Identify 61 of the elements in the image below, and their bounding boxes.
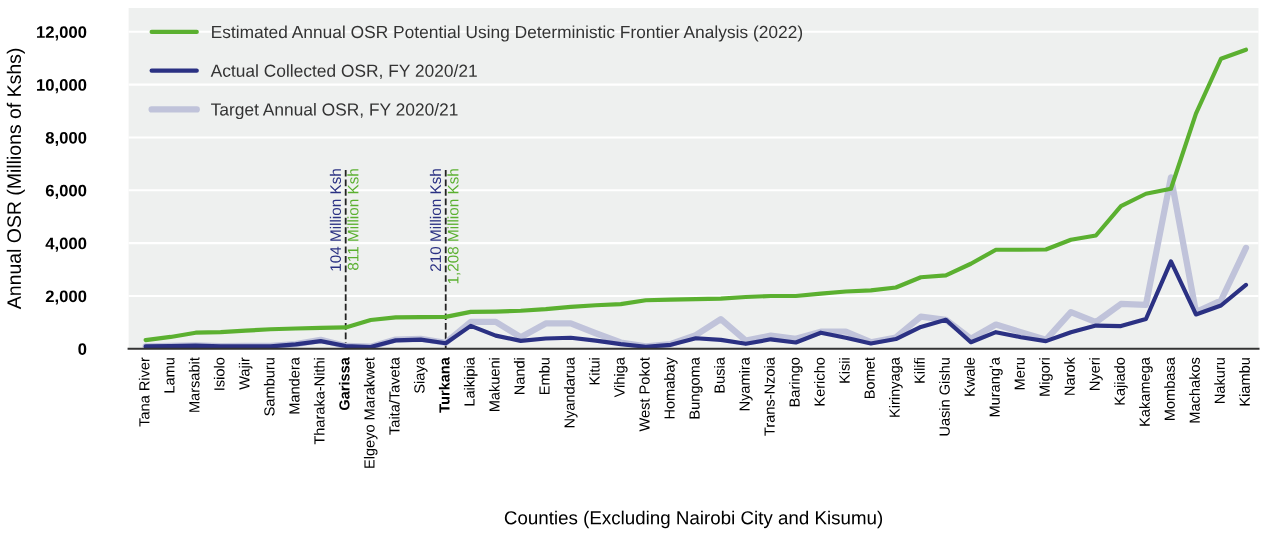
x-tick-label: Turkana <box>438 357 450 413</box>
y-tick-label: 4,000 <box>45 237 87 252</box>
x-tick-label: Embu <box>538 358 550 395</box>
x-tick-label: Kitui <box>588 358 600 385</box>
legend-label: Estimated Annual OSR Potential Using Deterministic Frontier Analysis (2022) <box>212 25 803 42</box>
annotation: 210 Million Ksh <box>429 169 442 272</box>
x-tick-label: Taita/Taveta <box>388 357 400 435</box>
x-tick-label: Tana River <box>138 357 150 427</box>
x-tick-label: Kericho <box>814 357 825 406</box>
x-tick-label: Kajiado <box>1114 357 1128 405</box>
x-axis-title: Counties (Excluding Nairobi City and Kisumu) <box>504 510 883 529</box>
x-tick-label: Kisii <box>839 358 850 383</box>
y-tick-label: 8,000 <box>45 131 87 147</box>
x-tick-label: Nakuru <box>1214 358 1225 403</box>
x-tick-label: Samburu <box>263 358 275 416</box>
x-tick-label: Bomet <box>864 357 875 399</box>
x-tick-label: Mandera <box>288 357 300 414</box>
y-tick-label: 0 <box>78 343 87 356</box>
x-tick-label: Kilifi <box>914 358 925 383</box>
x-tick-label: Wajir <box>238 357 253 390</box>
x-tick-label: Makueni <box>488 358 500 412</box>
x-tick-label: Bungoma <box>689 357 703 419</box>
x-tick-label: Nyandarua <box>563 357 578 428</box>
x-tick-label: Nyamira <box>739 357 753 411</box>
x-tick-label: Baringo <box>789 357 803 407</box>
x-tick-label: Trans-Nzoia <box>764 357 775 436</box>
x-tick-label: Homabay <box>664 357 678 419</box>
annotation: 104 Million Ksh <box>329 169 342 271</box>
x-tick-label: Uasin Gishu <box>939 358 950 436</box>
x-tick-label: Marsabit <box>188 357 200 412</box>
x-tick-label: Kakamega <box>1139 357 1153 426</box>
x-tick-label: Murang'a <box>989 357 1003 417</box>
x-tick-label: Laikipia <box>463 357 478 406</box>
x-tick-label: Siaya <box>413 357 428 393</box>
legend-label: Target Annual OSR, FY 2020/21 <box>211 102 458 120</box>
x-tick-label: West Pokot <box>638 357 650 432</box>
x-tick-label: Migori <box>1039 358 1053 396</box>
y-tick-label: 10,000 <box>37 79 87 94</box>
x-tick-label: Mombasa <box>1164 357 1175 420</box>
x-tick-label: Kwale <box>964 357 975 396</box>
x-tick-label: Garissa <box>338 357 350 411</box>
x-tick-label: Isiolo <box>213 357 225 390</box>
x-tick-label: Nandi <box>513 358 525 395</box>
x-tick-label: Nyeri <box>1089 358 1103 390</box>
x-tick-label: Machakos <box>1189 357 1200 423</box>
x-tick-label: Tharaka-Nithi <box>313 358 325 445</box>
y-tick-label: 2,000 <box>45 290 87 305</box>
x-tick-label: Elgeyo Marakwet <box>363 357 378 468</box>
legend-label: Actual Collected OSR, FY 2020/21 <box>210 64 477 79</box>
annotation: 811 Million Ksh <box>347 169 359 271</box>
x-tick-label: Busia <box>714 357 725 393</box>
x-tick-label: Kirinyaga <box>889 357 903 417</box>
annotation: 1,208 Million Ksh <box>447 169 461 284</box>
x-tick-label: Vihiga <box>613 357 628 398</box>
x-tick-label: Meru <box>1014 358 1025 390</box>
x-tick-label: Kiambu <box>1239 358 1250 406</box>
y-tick-label: 6,000 <box>45 184 87 199</box>
x-tick-label: Narok <box>1064 357 1075 395</box>
y-axis-title: Annual OSR (Millions of Kshs) <box>6 48 25 310</box>
y-tick-label: 12,000 <box>37 26 87 41</box>
x-tick-label: Lamu <box>164 358 175 393</box>
